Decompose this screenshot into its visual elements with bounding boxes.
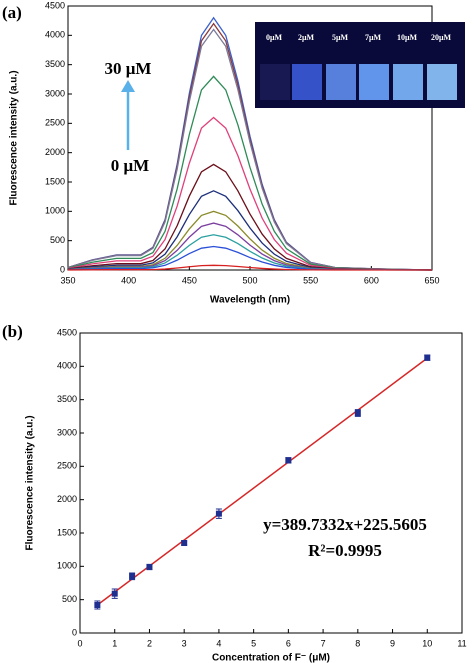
vial [326, 64, 356, 100]
y-tick-label: 4500 [57, 327, 77, 337]
data-point [146, 564, 153, 570]
y-tick-label: 1000 [57, 561, 77, 571]
data-point [129, 573, 136, 580]
y-tick-label: 1500 [57, 527, 77, 537]
x-tick-label: 10 [422, 638, 432, 648]
y-tick-label: 3500 [45, 59, 65, 69]
x-tick-label: 8 [355, 638, 360, 648]
x-tick-label: 500 [242, 275, 257, 285]
x-tick-label: 450 [182, 275, 197, 285]
y-axis-title: Fluorescence intensity (a.u.) [25, 415, 36, 550]
data-point [285, 457, 292, 464]
data-point [215, 510, 222, 517]
spectrum-line [67, 222, 433, 271]
y-tick-label: 3000 [57, 427, 77, 437]
x-tick-label: 7 [321, 638, 326, 648]
panel-label: (b) [2, 322, 23, 341]
y-tick-label: 4500 [45, 0, 65, 10]
inset-label: 10μM [397, 33, 418, 42]
spectrum-line [67, 28, 433, 271]
y-tick-label: 3500 [57, 394, 77, 404]
x-tick-label: 650 [424, 275, 439, 285]
spectrum-line [67, 245, 433, 271]
y-tick-label: 3000 [45, 88, 65, 98]
spectrum-line [67, 163, 433, 271]
x-tick-label: 3 [182, 638, 187, 648]
x-axis-title: Concentration of F⁻ (μM) [212, 653, 330, 663]
spectrum-line [67, 75, 433, 271]
y-tick-label: 500 [50, 235, 65, 245]
equation: y=389.7332x+225.5605 [263, 515, 427, 534]
vial [292, 64, 322, 100]
inset-label: 20μM [431, 33, 452, 42]
annotation: 30 μM [105, 59, 152, 78]
x-tick-label: 11 [457, 638, 466, 648]
x-tick-label: 550 [303, 275, 318, 285]
spectrum-line [67, 264, 432, 271]
spectrum-line [67, 210, 433, 271]
data-point [111, 590, 118, 597]
x-tick-label: 0 [77, 638, 82, 648]
y-tick-label: 2000 [57, 494, 77, 504]
panel-label: (a) [2, 3, 22, 22]
x-tick-label: 4 [216, 638, 221, 648]
inset-label: 0μM [266, 33, 283, 42]
x-tick-label: 1 [112, 638, 117, 648]
r-squared: R²=0.9995 [308, 541, 382, 560]
y-tick-label: 2000 [45, 147, 65, 157]
y-tick-label: 500 [62, 594, 77, 604]
annotation: 0 μM [111, 156, 149, 175]
plot-frame [79, 332, 463, 634]
x-tick-label: 9 [390, 638, 395, 648]
spectrum-line [67, 234, 433, 271]
data-point [181, 540, 188, 546]
x-axis-title: Wavelength (nm) [210, 295, 290, 306]
y-tick-label: 1000 [45, 206, 65, 216]
data-point [424, 354, 431, 361]
inset-label: 2μM [298, 33, 315, 42]
x-tick-label: 600 [364, 275, 379, 285]
inset-label: 7μM [365, 33, 382, 42]
vial [260, 64, 290, 100]
arrow-head [121, 80, 135, 92]
y-tick-label: 2500 [57, 461, 77, 471]
y-axis-title: Fluorescence intensity (a.u.) [9, 70, 20, 205]
spectrum-line [67, 190, 433, 271]
spectrum-line [67, 116, 433, 271]
y-tick-label: 4000 [57, 361, 77, 371]
vial [359, 64, 389, 100]
y-tick-label: 0 [72, 627, 77, 637]
x-tick-label: 6 [286, 638, 291, 648]
vial [393, 64, 423, 100]
x-tick-label: 400 [121, 275, 136, 285]
data-point [354, 410, 361, 416]
x-tick-label: 5 [251, 638, 256, 648]
y-tick-label: 0 [60, 264, 65, 274]
y-tick-label: 2500 [45, 118, 65, 128]
data-point [94, 602, 101, 608]
x-tick-label: 2 [147, 638, 152, 648]
x-tick-label: 350 [60, 275, 75, 285]
y-tick-label: 4000 [45, 30, 65, 40]
inset-label: 5μM [332, 33, 349, 42]
vial [427, 64, 457, 100]
y-tick-label: 1500 [45, 176, 65, 186]
